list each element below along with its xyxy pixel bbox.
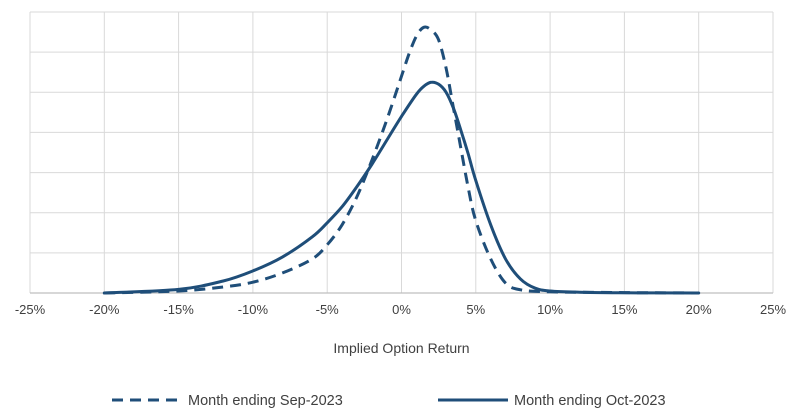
legend-label-2: Month ending Oct-2023 — [514, 393, 666, 409]
x-tick-label: 0% — [392, 302, 411, 317]
x-axis-ticks: -25% -20% -15% -10% -5% 0% 5% 10% 15% 20% 25% — [15, 302, 787, 317]
x-tick-label: 20% — [686, 302, 712, 317]
x-tick-label: 15% — [611, 302, 637, 317]
x-axis-title: Implied Option Return — [333, 340, 469, 356]
legend-label-1: Month ending Sep-2023 — [188, 393, 343, 409]
legend: Month ending Sep-2023 Month ending Oct-20… — [112, 393, 666, 409]
series-layer — [102, 25, 701, 295]
x-tick-label: 10% — [537, 302, 563, 317]
grid — [29, 11, 774, 294]
x-tick-label: 25% — [760, 302, 786, 317]
x-tick-label: -25% — [15, 302, 46, 317]
x-tick-label: -15% — [163, 302, 194, 317]
x-tick-label: 5% — [466, 302, 485, 317]
series-line-1 — [104, 25, 699, 295]
x-tick-label: -20% — [89, 302, 120, 317]
x-tick-label: -5% — [316, 302, 340, 317]
series-line-2 — [102, 80, 701, 295]
x-tick-label: -10% — [238, 302, 269, 317]
